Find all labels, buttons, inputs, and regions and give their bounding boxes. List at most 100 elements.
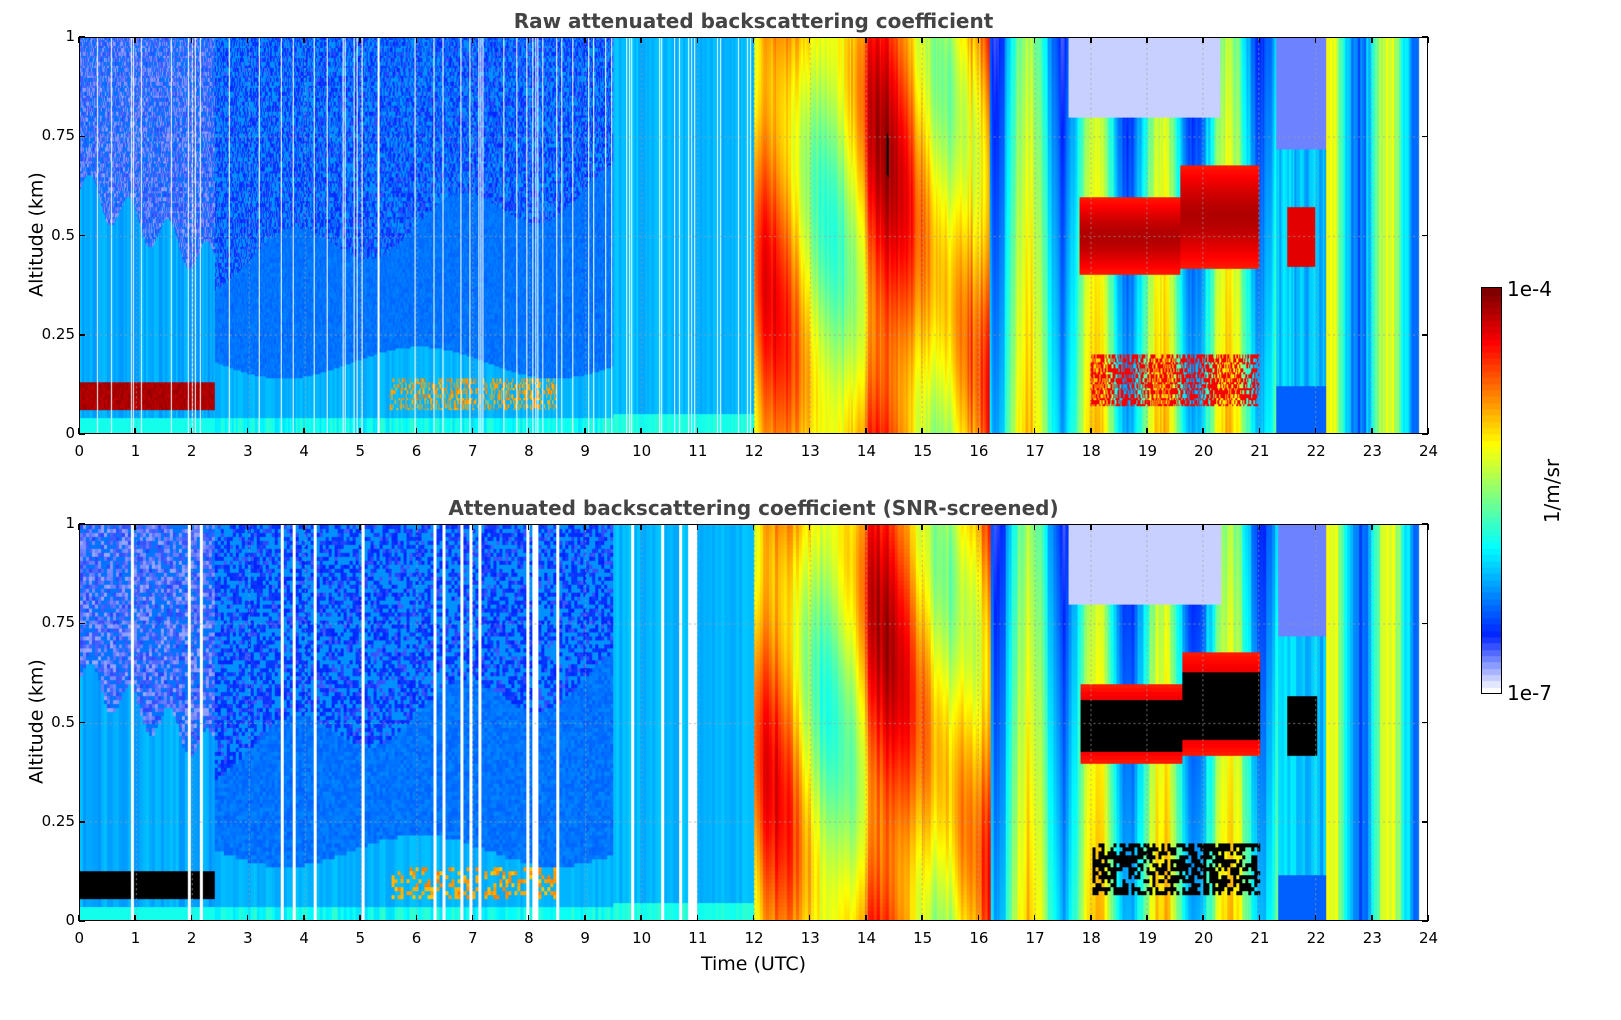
panel-2-x-tick-mark — [415, 915, 417, 921]
panel-1-x-tick-label: 9 — [580, 442, 590, 460]
panel-2-x-axis-label: Time (UTC) — [700, 953, 807, 975]
panel-2-y-tick-label: 0.25 — [41, 811, 75, 830]
panel-2-x-tick-mark — [808, 915, 811, 921]
panel-1-x-tick-mark — [190, 428, 193, 434]
panel-2-x-tick-label: 18 — [1081, 929, 1101, 947]
panel-1-x-tick-label: 18 — [1081, 442, 1101, 460]
panel-1-x-tick-label: 15 — [913, 442, 933, 460]
panel-1-x-tick-label: 14 — [856, 442, 876, 460]
panel-2-x-tick-mark-top — [1371, 524, 1373, 530]
panel-2-x-tick-mark — [921, 915, 923, 921]
panel-2-x-tick-mark — [1202, 915, 1204, 921]
panel-2-x-tick-mark-top — [584, 524, 586, 530]
panel-1-y-tick-label: 0 — [65, 424, 75, 442]
panel-1-x-tick-label: 2 — [186, 442, 197, 460]
panel-2-plot-area[interactable] — [79, 524, 1428, 921]
panel-1-x-tick-mark-top — [1033, 37, 1036, 43]
panel-1-y-tick-label: 1 — [65, 27, 75, 45]
panel-2-x-tick-mark — [640, 915, 642, 921]
panel-2-x-tick-mark — [1146, 915, 1148, 921]
panel-2-x-tick-label: 21 — [1250, 929, 1270, 947]
panel-2-x-tick-mark-top — [808, 524, 811, 530]
panel-1-x-tick-mark-top — [1090, 37, 1092, 43]
panel-2-x-tick-label: 5 — [355, 929, 366, 947]
panel-1-x-tick-label: 13 — [800, 442, 820, 460]
panel-1-title: Raw attenuated backscattering coefficien… — [513, 9, 994, 33]
panel-1-x-tick-mark — [1202, 428, 1204, 434]
panel-2-x-tick-mark-top — [1202, 524, 1204, 530]
panel-1-x-tick-label: 16 — [969, 442, 989, 460]
panel-2-x-tick-mark-top — [1427, 524, 1429, 530]
panel-1-x-tick-mark — [1427, 428, 1429, 434]
panel-2-x-tick-mark-top — [78, 524, 80, 530]
panel-2-x-tick-mark — [471, 915, 474, 921]
panel-1-x-tick-label: 0 — [74, 442, 85, 460]
panel-2-x-tick-label: 2 — [186, 929, 197, 947]
panel-2-x-tick-mark — [1427, 915, 1429, 921]
panel-1-x-tick-label: 12 — [744, 442, 764, 460]
panel-1-y-tick-mark — [79, 135, 85, 137]
panel-2-x-tick-mark — [190, 915, 193, 921]
panel-1-x-tick-mark — [1314, 428, 1317, 434]
panel-1-x-tick-label: 10 — [632, 442, 652, 460]
panel-2-x-tick-mark-top — [134, 524, 136, 530]
panel-2-y-tick-label: 0.5 — [51, 712, 75, 731]
panel-2-x-tick-mark — [865, 915, 867, 921]
panel-1-y-tick-label: 0.25 — [41, 324, 75, 343]
panel-1-x-tick-mark — [1090, 428, 1092, 434]
panel-1-x-tick-mark-top — [1146, 37, 1148, 43]
panel-1-x-tick-label: 21 — [1250, 442, 1270, 460]
panel-1-x-tick-mark — [246, 428, 249, 434]
panel-1-x-tick-mark-top — [584, 37, 586, 43]
panel-1-x-tick-label: 24 — [1419, 442, 1439, 460]
panel-2-x-tick-mark — [1090, 915, 1092, 921]
panel-2-x-tick-mark-top — [359, 524, 361, 530]
panel-1-x-tick-label: 20 — [1194, 442, 1214, 460]
panel-2-x-tick-mark-top — [1146, 524, 1148, 530]
panel-1-x-tick-mark-top — [190, 37, 193, 43]
panel-1-x-tick-mark-top — [246, 37, 249, 43]
panel-2-x-tick-mark-top — [921, 524, 923, 530]
panel-2-x-tick-mark — [134, 915, 136, 921]
panel-1-x-tick-label: 17 — [1025, 442, 1045, 460]
panel-2-y-tick-mark-right — [1422, 920, 1428, 922]
panel-2-x-tick-label: 9 — [580, 929, 590, 947]
panel-1-x-tick-mark-top — [1427, 37, 1429, 43]
panel-1-x-tick-mark — [921, 428, 923, 434]
panel-1-y-tick-label: 0.5 — [51, 225, 75, 244]
panel-1-x-tick-mark — [303, 428, 305, 434]
panel-2-x-tick-mark-top — [1090, 524, 1092, 530]
panel-2-x-tick-label: 0 — [74, 929, 85, 947]
colorbar-max-label: 1e-4 — [1507, 277, 1552, 301]
panel-2-x-tick-mark-top — [696, 524, 699, 530]
panel-1-x-tick-mark — [752, 428, 755, 434]
panel-2-y-tick-mark-right — [1422, 523, 1428, 525]
panel-2-x-tick-label: 22 — [1306, 929, 1326, 947]
panel-2-y-tick-mark — [79, 821, 85, 823]
panel-1-plot-area[interactable] — [79, 37, 1428, 434]
panel-2-x-tick-mark — [303, 915, 305, 921]
panel-2-x-tick-label: 11 — [688, 929, 708, 947]
panel-1-x-tick-mark-top — [865, 37, 867, 43]
panel-1-x-tick-mark-top — [1202, 37, 1204, 43]
panel-2-y-tick-mark — [79, 721, 85, 724]
panel-2-x-tick-mark — [78, 915, 80, 921]
panel-2-x-tick-mark-top — [752, 524, 755, 530]
panel-2-x-tick-label: 10 — [632, 929, 652, 947]
panel-1-x-tick-mark — [1146, 428, 1148, 434]
panel-2-y-tick-label: 0 — [65, 911, 75, 929]
panel-2-x-tick-mark — [359, 915, 361, 921]
panel-2-x-tick-label: 3 — [243, 929, 253, 947]
panel-1-x-tick-mark-top — [808, 37, 811, 43]
panel-2-y-tick-label: 1 — [65, 514, 75, 532]
panel-1-x-tick-mark — [78, 428, 80, 434]
panel-2-x-tick-label: 12 — [744, 929, 764, 947]
panel-2-x-tick-mark — [977, 915, 980, 921]
panel-1-x-tick-mark — [1258, 428, 1261, 434]
panel-2-x-tick-label: 17 — [1025, 929, 1045, 947]
panel-2-x-tick-mark-top — [1033, 524, 1036, 530]
panel-2-x-tick-mark — [696, 915, 699, 921]
panel-2-x-tick-label: 24 — [1419, 929, 1439, 947]
panel-2-y-tick-label: 0.75 — [41, 613, 75, 632]
panel-2-x-tick-label: 15 — [913, 929, 933, 947]
